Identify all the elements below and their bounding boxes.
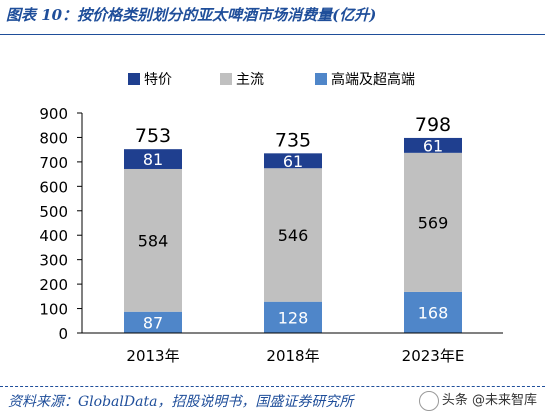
y-tick-label: 900 (39, 105, 68, 123)
bar-segment (124, 168, 182, 312)
bar-value-label: 546 (278, 226, 309, 245)
bar-total-label: 753 (135, 125, 171, 147)
bar-segment (404, 152, 462, 292)
bar-total-label: 735 (275, 129, 311, 151)
bar-value-label: 168 (418, 303, 449, 322)
legend-label: 特价 (144, 72, 172, 88)
legend-swatch (315, 73, 327, 85)
y-tick-label: 500 (39, 203, 68, 221)
y-tick-label: 200 (39, 276, 68, 294)
y-tick-label: 0 (58, 325, 68, 343)
bar-value-label: 87 (143, 313, 163, 332)
stacked-bar-chart: 特价 主流 高端及超高端 0100200300400500600700800900 … (39, 71, 503, 365)
y-tick-label: 700 (39, 154, 68, 172)
figure-title: 图表 10：按价格类别划分的亚太啤酒市场消费量(亿升) (6, 6, 377, 24)
watermark: 头条 @未来智库 (418, 389, 537, 411)
bar-value-label: 61 (283, 152, 303, 171)
legend-swatch (128, 73, 140, 85)
bar-segment (264, 301, 322, 333)
y-tick-label: 600 (39, 178, 68, 196)
title-rule (0, 34, 545, 35)
bar-segment (124, 311, 182, 333)
legend-swatch (220, 73, 232, 85)
bar-segment (264, 168, 322, 302)
legend-label: 高端及超高端 (331, 71, 415, 88)
x-tick-label: 2013年 (126, 347, 179, 365)
source-note: 资料来源：GlobalData，招股说明书，国盛证券研究所 (8, 394, 354, 410)
watermark-text: 头条 @未来智库 (441, 393, 537, 408)
bar-segment (404, 291, 462, 333)
bar-segment (264, 153, 322, 169)
x-tick-label: 2023年E (402, 347, 465, 365)
bar-value-label: 569 (418, 213, 449, 232)
watermark-logo-icon (418, 390, 439, 411)
bar-value-label: 584 (138, 231, 169, 250)
y-tick-label: 100 (39, 301, 68, 319)
bar-value-label: 61 (423, 136, 443, 155)
legend-label: 主流 (236, 72, 264, 88)
x-axis: 2013年 2018年 2023年E (82, 332, 503, 365)
source-rule (0, 386, 545, 387)
y-tick-label: 300 (39, 252, 68, 270)
chart-legend: 特价 主流 高端及超高端 (128, 71, 415, 88)
y-tick-label: 800 (39, 129, 68, 147)
bar-segment (124, 149, 182, 169)
x-tick-label: 2018年 (266, 347, 319, 365)
bar-segment (404, 137, 462, 153)
bar-value-label: 81 (143, 150, 163, 169)
y-tick-label: 400 (39, 227, 68, 245)
bar-total-label: 798 (415, 114, 451, 136)
bar-value-label: 128 (278, 308, 309, 327)
y-axis: 0 100 200 300 400 500 600 700 800 900 (39, 105, 83, 343)
